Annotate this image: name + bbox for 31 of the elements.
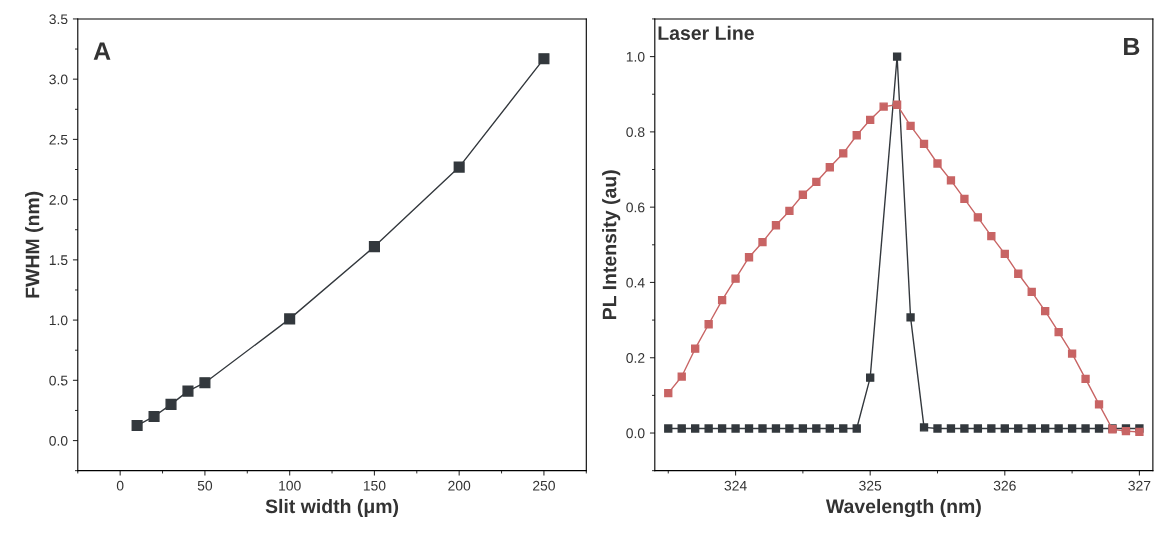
- y-tick-label: 2.5: [49, 134, 68, 145]
- y-tick-label: 0.0: [626, 428, 645, 439]
- annotation: Laser Line: [658, 25, 754, 40]
- y-axis-title: FWHM (nm): [25, 191, 44, 298]
- x-axis-title: Wavelength (nm): [825, 498, 981, 518]
- x-tick-label: 250: [533, 480, 555, 491]
- x-tick-label: 0: [116, 480, 124, 491]
- x-tick-label: 326: [993, 480, 1016, 491]
- y-tick-label: 1.5: [49, 255, 68, 266]
- y-tick-label: 3.5: [49, 14, 68, 25]
- y-tick-label: 0.4: [626, 277, 645, 288]
- y-tick-label: 0.0: [49, 435, 68, 446]
- annotation: B: [1124, 37, 1140, 56]
- y-tick-label: 2.0: [49, 194, 68, 205]
- x-tick-label: 100: [279, 480, 301, 491]
- y-tick-label: 0.2: [626, 353, 645, 363]
- annotation: A: [93, 42, 111, 60]
- x-tick-label: 325: [859, 480, 882, 491]
- x-axis-title: Slit width (μm): [265, 498, 399, 518]
- x-tick-label: 50: [197, 480, 213, 491]
- y-tick-label: 0.8: [626, 127, 645, 138]
- x-tick-label: 327: [1128, 480, 1151, 491]
- y-tick-label: 3.0: [49, 74, 68, 85]
- y-axis-title: PL Intensity (au): [602, 170, 621, 319]
- x-tick-label: 150: [363, 480, 386, 491]
- y-tick-label: 0.6: [626, 202, 645, 213]
- x-tick-label: 324: [724, 480, 747, 491]
- y-tick-label: 1.0: [49, 315, 68, 326]
- x-tick-label: 200: [448, 480, 471, 491]
- y-tick-label: 0.5: [49, 375, 68, 386]
- y-tick-label: 1.0: [626, 51, 645, 62]
